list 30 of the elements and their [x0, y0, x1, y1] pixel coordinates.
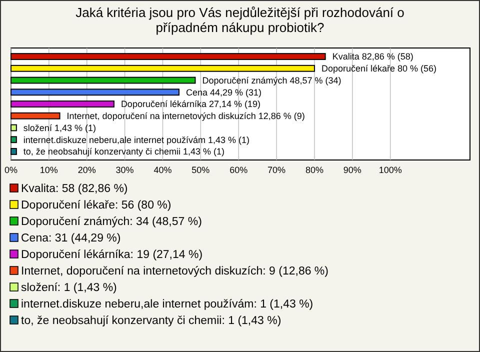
x-tick-label: 70% — [268, 165, 286, 175]
text: Internet, doporučení na internetových diskuzích: 9 (12,86 %) — [21, 266, 329, 278]
x-tick-label: 60% — [230, 165, 248, 175]
text: Cena: 31 (44,29 %) — [21, 232, 121, 244]
text: Doporučení lékárníka: 19 (27,14 %) — [21, 249, 203, 261]
text: Kvalita: 58 (82,86 %) — [21, 183, 128, 195]
category-label: Doporučení lékárníka 27,14 % (19) — [120, 99, 261, 110]
category-label: Internet, doporučení na internetových diskuzích 12,86 % (9) — [66, 111, 305, 122]
category-label: Kvalita 82,86 % (58) — [332, 52, 414, 62]
category-label: složení 1,43 % (1) — [23, 122, 96, 133]
x-tick-label: 40% — [154, 165, 172, 175]
text: složení: 1 (1,43 %) — [21, 282, 118, 294]
text: to, že neobsahují konzervanty či chemii: 1 (1,43 %) — [21, 315, 282, 327]
category-label: Doporučení známých 48,57 % (34) — [202, 75, 342, 86]
x-tick-label: 100% — [378, 165, 402, 175]
text: Doporučení lékaře: 56 (80 %) — [21, 200, 172, 212]
x-tick-label: 80% — [305, 165, 324, 175]
x-tick-label: 50% — [192, 165, 210, 175]
x-tick-label: 90% — [343, 165, 362, 175]
text: Doporučení známých: 34 (48,57 %) — [21, 216, 202, 228]
x-tick-label: 10% — [40, 165, 58, 175]
x-tick-label: 20% — [78, 165, 96, 175]
category-label: to, že neobsahují konzervanty či chemii 1,43 % (1) — [23, 146, 225, 157]
category-label: internet.diskuze neberu,ale internet používám 1,43 % (1) — [23, 134, 250, 145]
x-tick-label: 0% — [4, 165, 18, 175]
category-label: Doporučení lékaře 80 % (56) — [321, 64, 437, 74]
chart-title: Jaká kritéria jsou pro Vás nejdůležitější při rozhodování o případném nákupu probiotik? — [76, 5, 404, 35]
x-tick-label: 30% — [116, 165, 134, 175]
text: internet.diskuze neberu,ale internet používám: 1 (1,43 %) — [21, 298, 314, 310]
category-label: Cena 44,29 % (31) — [186, 87, 262, 98]
